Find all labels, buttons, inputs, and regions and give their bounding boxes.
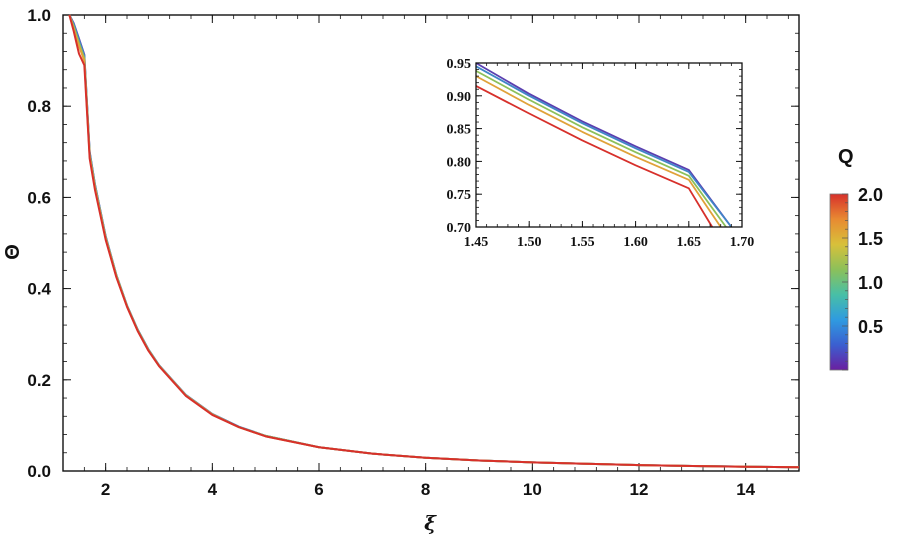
colorbar-tick-label: 0.5	[858, 317, 883, 337]
x-tick-label: 1.50	[517, 235, 542, 250]
y-tick-label: 0.75	[447, 188, 472, 203]
series-line-3	[475, 75, 722, 228]
x-tick-label: 1.60	[623, 235, 648, 250]
x-tick-label: 2	[101, 480, 110, 499]
y-tick-label: 1.0	[27, 6, 51, 25]
series-line-1	[475, 65, 733, 228]
main-axis-ticks	[62, 14, 799, 472]
inset-plot-frame	[475, 62, 743, 228]
series-line-2	[475, 70, 727, 228]
colorbar-ticks	[842, 193, 848, 371]
y-tick-label: 0.85	[447, 123, 472, 138]
colorbar-tick-label: 2.0	[858, 185, 883, 205]
x-tick-label: 14	[736, 480, 755, 499]
colorbar-tick-labels: 2.0 1.5 1.0 0.5	[858, 185, 883, 337]
y-tick-label: 0.80	[447, 155, 472, 170]
x-tick-label: 1.65	[677, 235, 702, 250]
x-tick-label: 6	[314, 480, 323, 499]
colorbar-tick-label: 1.0	[858, 273, 883, 293]
main-plot-frame	[62, 14, 800, 472]
x-tick-label: 1.70	[730, 235, 755, 250]
x-tick-label: 8	[421, 480, 430, 499]
x-tick-label: 12	[630, 480, 649, 499]
x-tick-label: 1.55	[570, 235, 595, 250]
y-tick-label: 0.2	[27, 371, 51, 390]
y-tick-label: 0.8	[27, 97, 51, 116]
inset-axis-ticks	[475, 62, 743, 228]
main-tick-labels: 2 4 6 8 10 12 14 0.0 0.2 0.4 0.6 0.8 1.0	[27, 6, 755, 499]
y-tick-label: 0.90	[447, 90, 472, 105]
colorbar-title: Q	[838, 146, 854, 168]
colorbar-tick-label: 1.5	[858, 229, 883, 249]
series-line-4	[475, 85, 713, 228]
x-axis-title: ξ	[424, 511, 437, 535]
x-tick-label: 10	[523, 480, 542, 499]
y-tick-label: 0.95	[447, 57, 472, 72]
y-axis-title: Θ	[2, 244, 24, 260]
inset-tick-labels: 1.45 1.50 1.55 1.60 1.65 1.70 0.70 0.75 0.80 0.85…	[447, 57, 755, 250]
main-series-group	[68, 14, 800, 469]
y-tick-label: 0.4	[27, 280, 51, 299]
inset-series-group	[475, 62, 733, 228]
x-tick-label: 1.45	[464, 235, 489, 250]
series-line-0	[475, 62, 733, 228]
y-tick-label: 0.6	[27, 188, 51, 207]
series-line-4	[68, 14, 800, 469]
x-tick-label: 4	[208, 480, 218, 499]
y-tick-label: 0.70	[447, 221, 472, 236]
y-tick-label: 0.0	[27, 462, 51, 481]
